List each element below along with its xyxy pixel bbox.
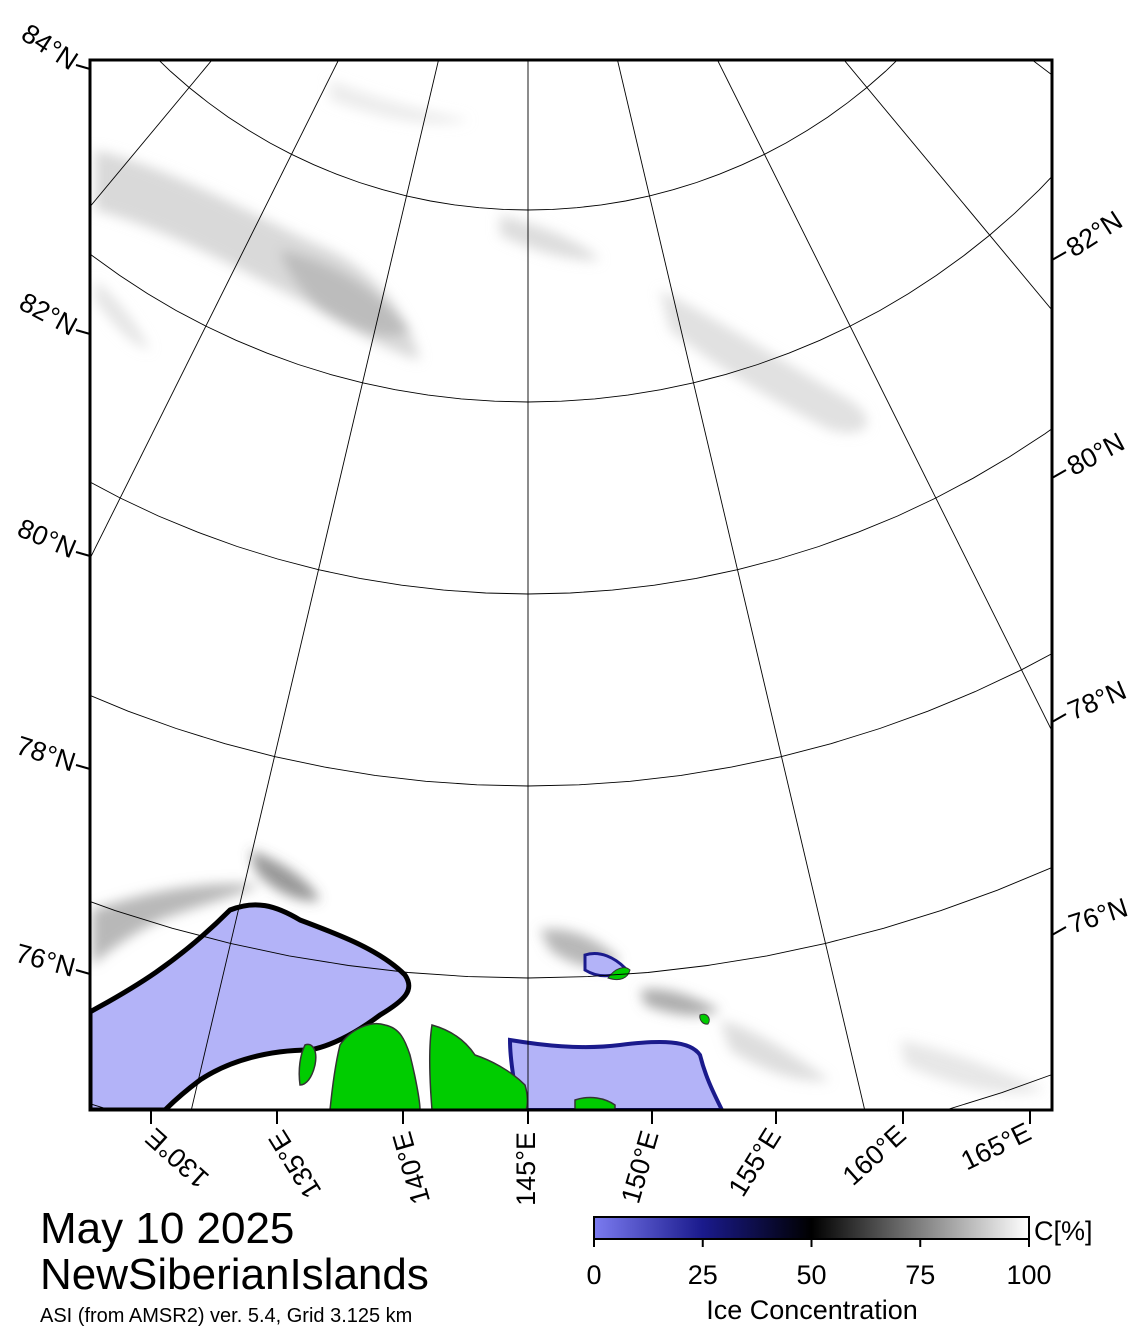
latitude-label-right: 80°N [1062,427,1129,482]
map-frame [88,58,1054,1112]
date-title: May 10 2025 [40,1204,295,1253]
longitude-label: 145°E [511,1132,541,1206]
meridian-line [190,60,439,1110]
legend-colorbar [593,1216,1030,1240]
longitude-label: 135°E [263,1125,328,1204]
ice-texture [92,80,1045,1094]
legend-unit: C[%] [1034,1216,1093,1246]
longitude-label: 160°E [837,1119,912,1191]
land-new-siberian-islands [298,967,710,1110]
latitude-tick-right [1051,713,1067,723]
longitude-label: 130°E [140,1122,215,1194]
latitude-tick-right [1051,469,1067,479]
latitude-tick-left [75,969,91,975]
source-note: ASI (from AMSR2) ver. 5.4, Grid 3.125 km [40,1305,413,1327]
legend: 0 25 50 75 100 C[%] Ice Concentration [586,1216,1093,1325]
legend-tick-label: 25 [688,1260,718,1290]
meridian-line [716,60,1052,733]
region-title: NewSiberianIslands [40,1250,429,1299]
longitude-label: 150°E [615,1127,664,1206]
latitude-tick-left [75,329,91,335]
latitude-label-left: 84°N [16,18,83,76]
latitude-label-left: 76°N [12,938,78,983]
legend-tick-label: 50 [796,1260,826,1290]
map-ticks [75,64,1067,1124]
latitude-tick-right [1051,251,1067,261]
latitude-label-left: 82°N [15,287,82,342]
longitude-label: 140°E [387,1128,436,1207]
longitude-label: 165°E [956,1117,1036,1176]
open-water-laptev [90,902,412,1110]
latitude-tick-right [1051,926,1067,936]
longitude-label: 155°E [723,1123,788,1202]
legend-tick-label: 75 [905,1260,935,1290]
latitude-tick-left [75,764,91,770]
latitude-label-right: 78°N [1063,675,1130,726]
open-water-east [507,1037,725,1110]
latitude-tick-left [75,551,91,557]
latitude-label-left: 80°N [13,513,80,564]
latitude-tick-left [75,64,91,70]
legend-tick-label: 100 [1006,1260,1051,1290]
legend-tick-label: 0 [586,1260,601,1290]
latitude-label-left: 78°N [13,730,80,777]
meridian-line [617,60,866,1110]
legend-ticks: 0 25 50 75 100 [586,1239,1052,1290]
meridian-line [843,60,1052,311]
latitude-label-right: 82°N [1061,205,1128,263]
legend-title: Ice Concentration [706,1295,918,1325]
meridian-line [90,60,213,208]
meridian-line [90,60,340,560]
latitude-label-right: 76°N [1065,892,1132,939]
